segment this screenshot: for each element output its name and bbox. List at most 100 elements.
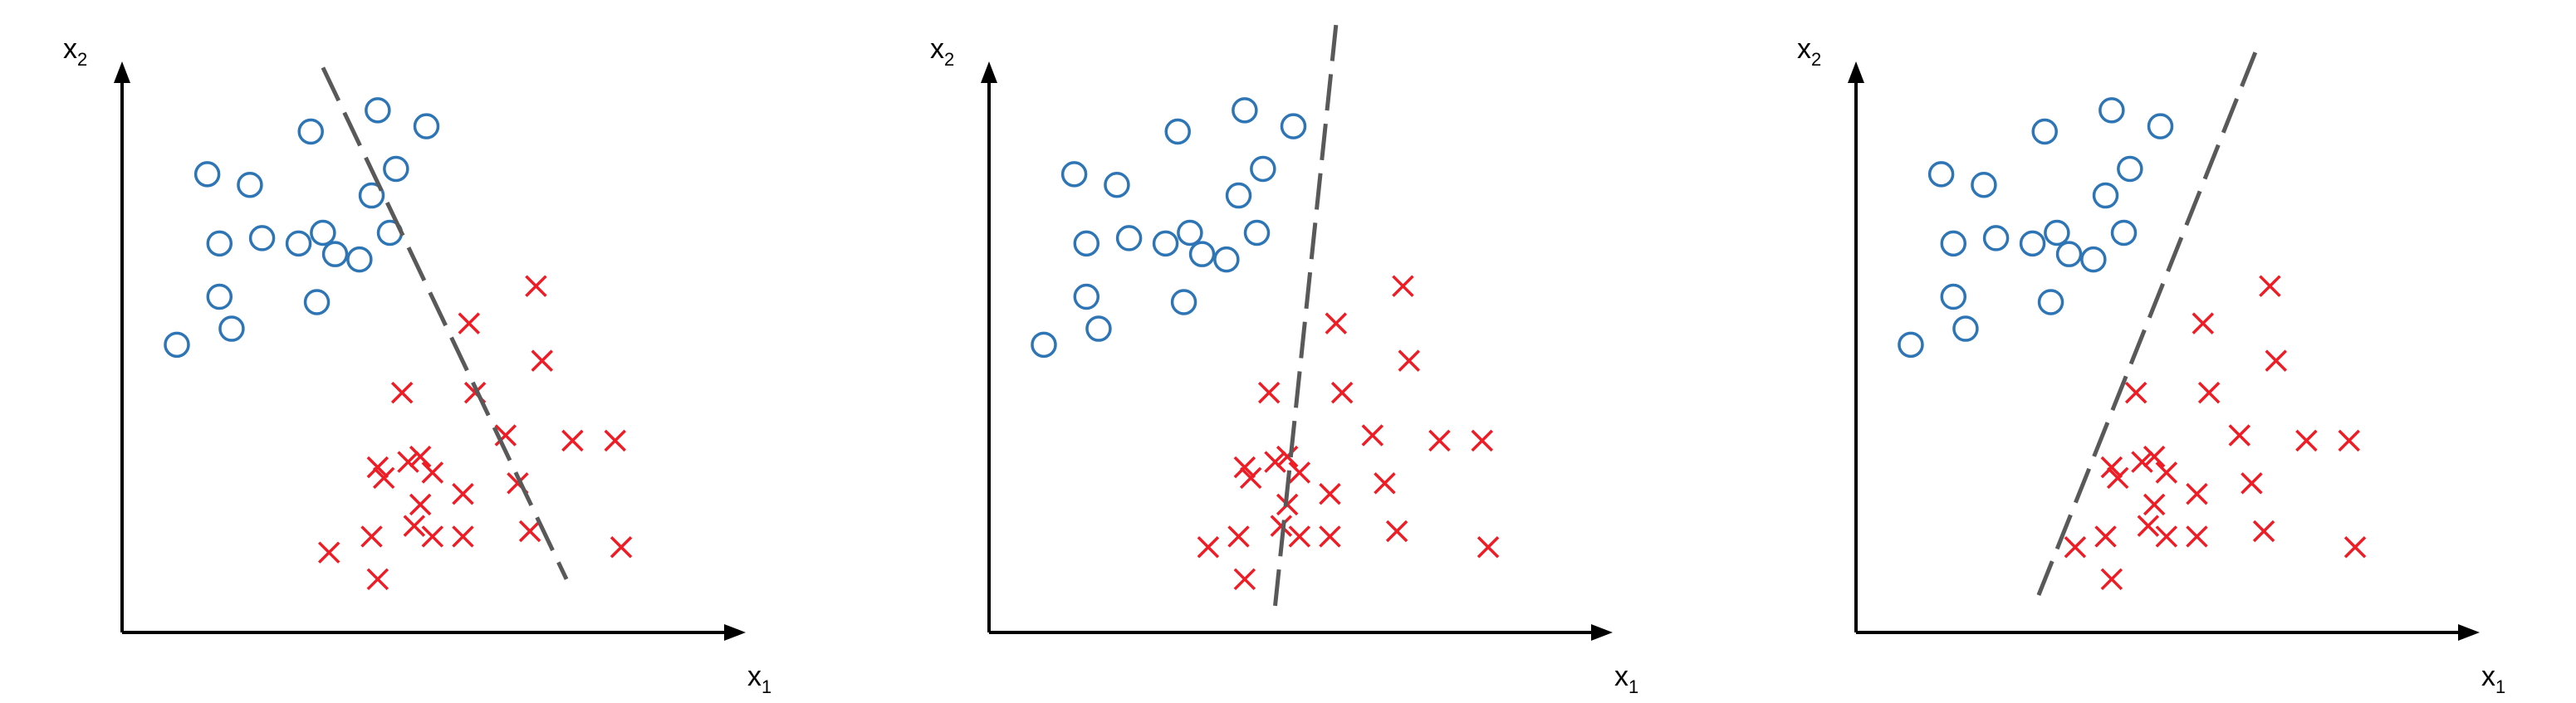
circle-point	[2037, 289, 2064, 315]
x-axis-label: x1	[2481, 661, 2505, 697]
circle-point	[2019, 230, 2046, 257]
cross-point	[1288, 525, 1311, 548]
cross-point	[421, 525, 444, 548]
cross-point	[372, 466, 395, 490]
circle-point	[285, 230, 312, 257]
x-axis-label-main: x	[1614, 661, 1628, 692]
circle-point	[2117, 155, 2143, 183]
x-axis-arrow-icon	[2458, 624, 2480, 641]
circle-point	[164, 331, 190, 359]
circle-point	[1940, 230, 1967, 257]
cross-point	[2131, 451, 2153, 473]
circle-point	[1170, 289, 1197, 315]
circle-point	[303, 289, 331, 315]
circle-point	[1232, 97, 1258, 124]
cross-point	[2094, 525, 2117, 548]
y-axis-arrow-icon	[981, 61, 997, 83]
circle-point	[1152, 230, 1179, 257]
cross-point	[2252, 520, 2275, 543]
circle-point	[1213, 246, 1240, 273]
cross-point	[2100, 456, 2123, 479]
decision-boundary	[321, 66, 569, 580]
cross-point	[317, 541, 340, 564]
cross-point	[2155, 525, 2178, 548]
cross-point	[2155, 461, 2178, 484]
cross-point	[2137, 515, 2160, 537]
circle-point	[1073, 283, 1100, 310]
cross-point	[2259, 275, 2281, 297]
cross-point	[1276, 445, 1299, 468]
x-axis-label: x1	[1614, 661, 1638, 697]
circle-point	[1060, 161, 1088, 188]
x-axis-label-main: x	[2481, 661, 2495, 692]
cross-point	[561, 429, 584, 452]
x-axis-label-subscript: 1	[2495, 676, 2505, 697]
cross-point	[1264, 451, 1286, 473]
cross-point	[518, 520, 541, 543]
cross-point	[1385, 520, 1408, 543]
x-axis-arrow-icon	[724, 624, 746, 641]
cross-point	[2186, 525, 2208, 548]
cross-point	[1227, 525, 1250, 548]
cross-point	[2228, 424, 2251, 447]
cross-point	[2295, 429, 2318, 452]
circle-point	[2110, 219, 2138, 247]
circle-point	[2147, 113, 2174, 139]
cross-point	[1325, 312, 1348, 334]
cross-point	[2106, 466, 2129, 490]
circle-point	[1982, 225, 2010, 251]
cross-point	[1233, 456, 1256, 479]
y-axis-arrow-icon	[1848, 61, 1864, 83]
cross-point	[1288, 461, 1311, 484]
x-axis-label-subscript: 1	[762, 676, 771, 697]
cross-point	[604, 429, 626, 452]
cross-point	[1428, 429, 1451, 452]
y-axis-label-main: x	[1797, 33, 1811, 65]
x-axis-label: x1	[747, 661, 771, 697]
circle-point	[1225, 182, 1252, 209]
cross-point	[2143, 445, 2166, 468]
circle-point	[346, 246, 373, 273]
cross-point	[397, 451, 419, 473]
cross-point	[1477, 536, 1500, 559]
circle-point	[1031, 331, 1057, 359]
circle-point	[193, 161, 221, 188]
circle-point	[2031, 118, 2058, 145]
cross-point	[1392, 275, 1414, 297]
cross-point	[525, 275, 547, 297]
x-axis-label-subscript: 1	[1628, 676, 1638, 697]
circle-point	[248, 225, 276, 251]
y-axis-label: x2	[63, 33, 87, 70]
circle-point	[2080, 246, 2107, 273]
circle-point	[321, 241, 349, 267]
circle-point	[1188, 241, 1216, 267]
circle-point	[297, 118, 324, 145]
cross-point	[390, 381, 414, 404]
circle-point	[218, 315, 245, 342]
circle-point	[2092, 182, 2119, 209]
circle-point	[1940, 283, 1967, 310]
circle-point	[310, 219, 336, 247]
cross-point	[2343, 536, 2367, 559]
cross-point	[2192, 312, 2215, 334]
circle-point	[1073, 230, 1100, 257]
circle-point	[413, 113, 440, 139]
circle-point	[1250, 155, 1276, 183]
cross-point	[1197, 536, 1220, 559]
circle-point	[1280, 113, 1307, 139]
cross-point	[2124, 381, 2147, 404]
y-axis-label: x2	[1797, 33, 1821, 70]
circle-point	[1115, 225, 1143, 251]
cross-point	[2143, 493, 2166, 516]
circle-point	[358, 182, 385, 209]
x-axis-label-main: x	[747, 661, 762, 692]
cross-point	[1233, 568, 1256, 591]
circle-point	[1104, 171, 1130, 198]
scatter-panel-1: x2 x1	[63, 33, 771, 697]
cross-point	[421, 461, 444, 484]
circle-point	[383, 155, 409, 183]
cross-point	[452, 482, 474, 505]
cross-point	[2241, 472, 2263, 495]
